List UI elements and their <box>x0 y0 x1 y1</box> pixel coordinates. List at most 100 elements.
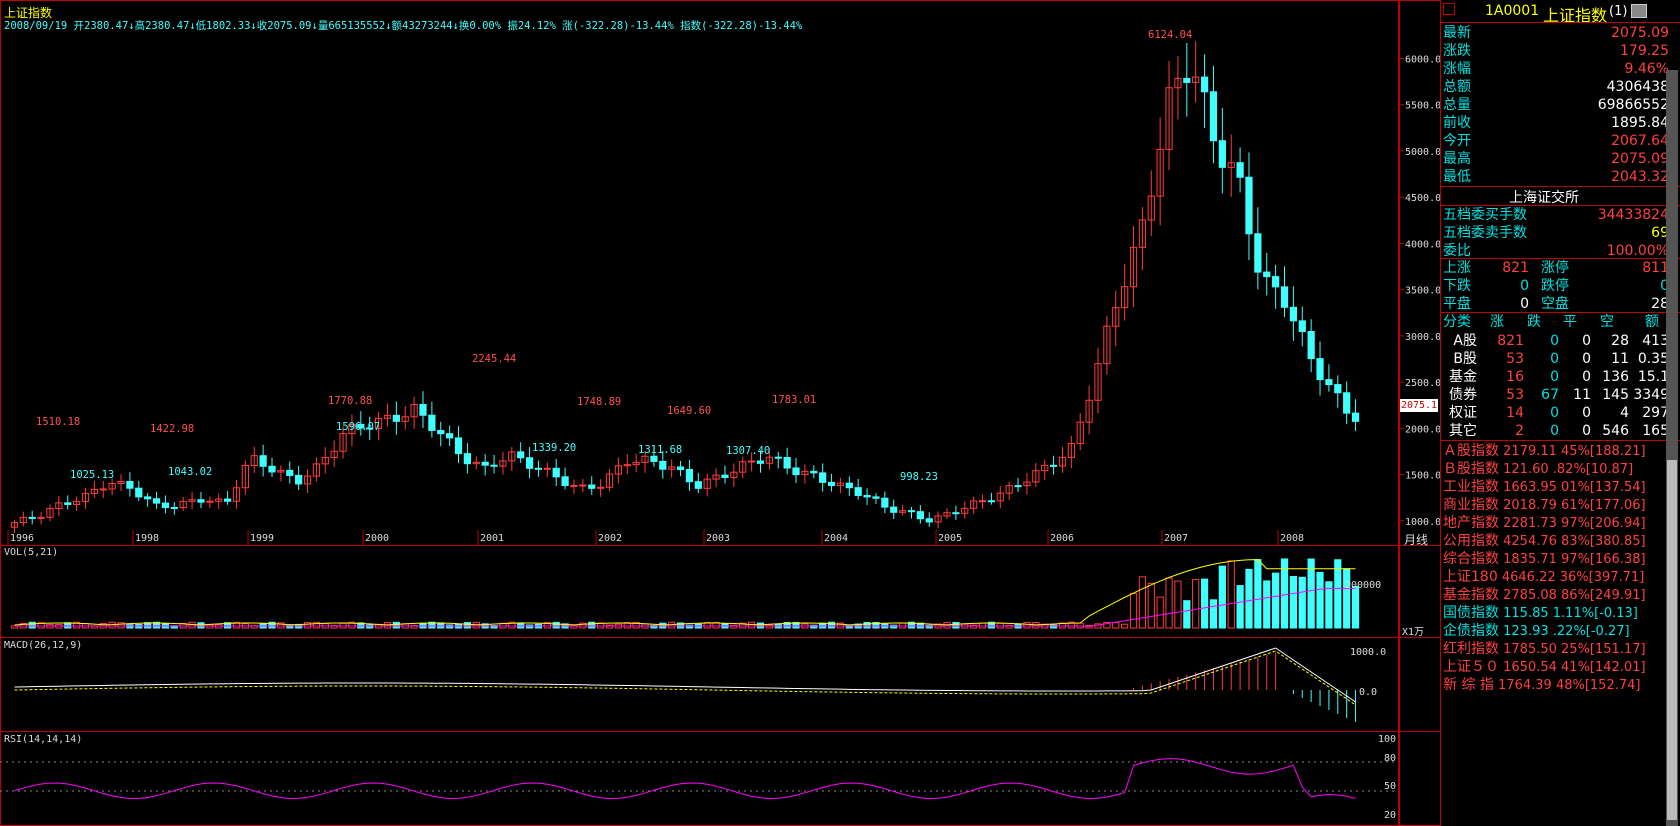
rsi-axis-100: 100 <box>1378 734 1397 745</box>
volume-bar <box>730 624 738 629</box>
candle-body <box>490 464 498 467</box>
category-header: 跌 <box>1527 314 1541 330</box>
category-flat: 0 <box>1582 333 1591 349</box>
candle-body <box>463 453 472 465</box>
index-row[interactable]: 公用指数 4254.76 83%[380.85] <box>1443 532 1646 550</box>
breadth-value: 811 <box>1642 260 1669 276</box>
index-row[interactable]: 商业指数 2018.79 61%[177.06] <box>1443 496 1646 514</box>
index-row[interactable]: Ａ股指数 2179.11 45%[188.21] <box>1443 442 1646 460</box>
candle-body <box>135 487 143 498</box>
category-row[interactable]: 基金 16 0 0 136 15.1 <box>1441 368 1669 386</box>
volume-bar <box>1307 558 1315 629</box>
index-row[interactable]: 基金指数 2785.08 86%[249.91] <box>1443 586 1646 604</box>
category-row[interactable]: B股 53 0 0 11 0.35 <box>1441 350 1669 368</box>
year-label: 2000 <box>365 533 389 544</box>
candle-body <box>339 433 347 452</box>
category-row[interactable]: 债券 53 67 11 145 3349 <box>1441 386 1669 404</box>
price-axis-label: 1000.0 <box>1405 517 1440 528</box>
candle-body <box>197 499 205 503</box>
year-label: 2002 <box>598 533 622 544</box>
candle-body <box>99 488 107 491</box>
period-label[interactable]: 月线 <box>1404 533 1429 547</box>
category-row[interactable]: 其它 2 0 0 546 165 <box>1441 422 1669 440</box>
volume-bar <box>37 622 45 629</box>
rsi-axis-50: 50 <box>1384 781 1397 792</box>
candle-body <box>392 414 400 422</box>
index-row[interactable]: 企债指数 123.93 .22%[-0.27] <box>1443 622 1630 640</box>
category-row[interactable]: A股 821 0 0 28 413 <box>1441 332 1669 350</box>
candle-body <box>961 507 969 514</box>
quote-label: 前收 <box>1443 115 1471 131</box>
index-row[interactable]: Ｂ股指数 121.60 .82%[10.87] <box>1443 460 1633 478</box>
candle-body <box>508 451 516 462</box>
category-header: 空 <box>1600 314 1614 330</box>
candle-body <box>934 515 942 523</box>
volume-bar <box>517 622 525 629</box>
macd-dea-line <box>14 650 1356 706</box>
breadth-label: 跌停 <box>1541 278 1569 294</box>
candle-body <box>286 469 294 476</box>
candle-body <box>748 460 756 463</box>
quote-value: 179.25 <box>1620 43 1669 59</box>
candle-body <box>898 510 907 513</box>
panel-scrollbar-thumb[interactable] <box>1667 460 1677 820</box>
index-row[interactable]: 地产指数 2281.73 97%[206.94] <box>1443 514 1646 532</box>
high-low-annotation: 1770.88 <box>328 395 372 407</box>
candle-body <box>1085 399 1093 423</box>
index-name: 上证180 <box>1443 569 1498 585</box>
category-up: 821 <box>1497 333 1524 349</box>
menu-icon[interactable] <box>1631 4 1647 18</box>
candle-body <box>64 502 72 505</box>
candle-body <box>277 469 285 473</box>
index-row[interactable]: 上证５０ 1650.54 41%[142.01] <box>1443 658 1646 676</box>
index-change: 01%[137.54] <box>1561 480 1646 495</box>
volume-bar <box>552 621 560 629</box>
category-empty: 11 <box>1611 351 1629 367</box>
quote-value: 2067.64 <box>1611 133 1669 149</box>
index-row[interactable]: 国债指数 115.85 1.11%[-0.13] <box>1443 604 1638 622</box>
volume-bar <box>28 621 36 629</box>
category-empty: 28 <box>1611 333 1629 349</box>
security-name: 上证指数 <box>1543 6 1608 25</box>
candle-body <box>525 457 534 469</box>
index-change: 83%[380.85] <box>1561 534 1646 549</box>
expand-toggle-icon[interactable] <box>1443 3 1455 15</box>
candle-body <box>383 414 392 419</box>
index-row[interactable]: 工业指数 1663.95 01%[137.54] <box>1443 478 1646 496</box>
index-row[interactable]: 红利指数 1785.50 25%[151.17] <box>1443 640 1646 658</box>
index-value: 4646.22 <box>1497 570 1560 585</box>
index-value: 2785.08 <box>1499 588 1562 603</box>
index-value: 1663.95 <box>1499 480 1562 495</box>
candle-body <box>295 474 303 485</box>
candle-body <box>1156 148 1164 197</box>
volume-bar <box>570 624 578 629</box>
order-label: 委比 <box>1443 243 1471 259</box>
candle-body <box>863 494 871 498</box>
candle-body <box>872 496 880 499</box>
volume-bar <box>827 621 836 629</box>
candle-body <box>827 481 836 487</box>
volume-bar <box>303 622 312 629</box>
kline-chart[interactable]: 6000.0 5500.0 5000.0 4500.0 4000.0 3500.0 3000… <box>0 0 1440 826</box>
year-label: 2007 <box>1164 533 1188 544</box>
candle-body <box>1138 219 1147 248</box>
security-code: 1A0001 <box>1485 3 1540 19</box>
category-up: 2 <box>1515 423 1524 439</box>
candle-body <box>952 512 960 515</box>
candle-body <box>1076 421 1084 445</box>
candle-body <box>303 475 312 485</box>
quote-label: 涨跌 <box>1443 43 1471 59</box>
volume-bar <box>1192 579 1200 629</box>
volume-bar <box>383 622 392 629</box>
candle-body <box>481 461 489 466</box>
high-low-annotation: 1311.68 <box>638 444 682 456</box>
volume-bar <box>490 624 498 629</box>
index-row[interactable]: 新 综 指 1764.39 48%[152.74] <box>1443 676 1640 694</box>
candle-body <box>1343 392 1351 414</box>
index-change: 61%[177.06] <box>1561 498 1646 513</box>
year-label: 1998 <box>135 533 159 544</box>
category-row[interactable]: 权证 14 0 0 4 297 <box>1441 404 1669 422</box>
index-row[interactable]: 上证180 4646.22 36%[397.71] <box>1443 568 1644 586</box>
category-name: B股 <box>1453 351 1477 367</box>
index-row[interactable]: 综合指数 1835.71 97%[166.38] <box>1443 550 1646 568</box>
